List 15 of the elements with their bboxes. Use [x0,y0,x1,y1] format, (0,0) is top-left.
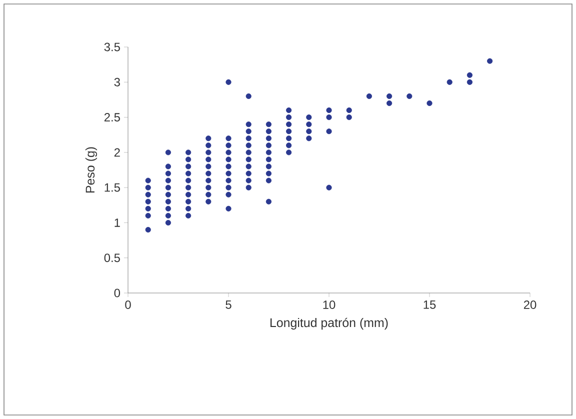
y-tick-label: 2.5 [104,113,120,122]
x-tick-label: 15 [424,300,436,309]
x-tick-label: 0 [125,300,131,309]
y-tick-label: 3 [114,78,120,86]
y-tick-label: 3.5 [104,42,120,52]
y-tick-label: 0.5 [104,254,120,262]
x-tick-label: 10 [323,300,336,309]
x-tick-label: 5 [226,300,232,309]
y-tick-label: 1.5 [104,183,120,192]
y-axis-title: Peso (g) [85,147,98,193]
y-tick-label: 0 [114,288,120,298]
x-tick-label: 20 [524,300,536,309]
x-axis-title: Longitud patrón (mm) [270,318,388,330]
y-tick-label: 1 [114,218,120,227]
y-tick-label: 2 [114,148,120,157]
